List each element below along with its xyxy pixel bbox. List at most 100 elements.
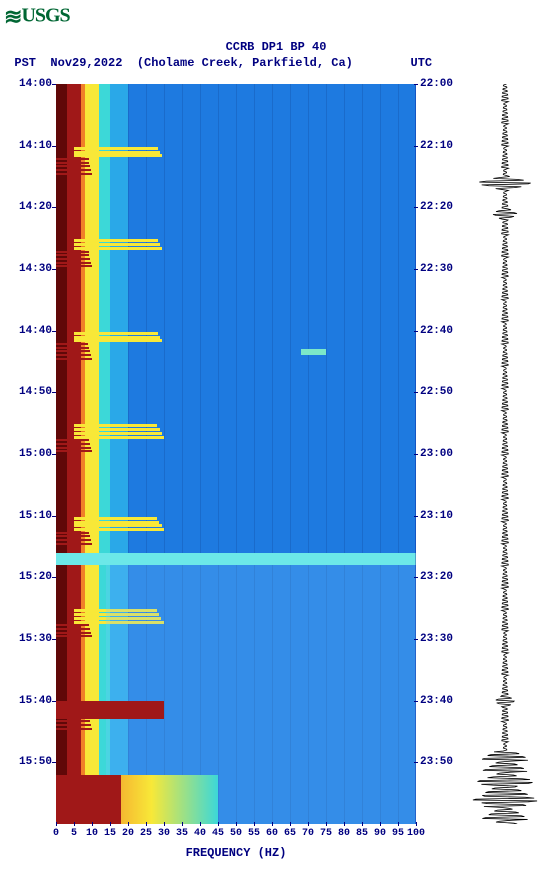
frequency-axis: 0510152025303540455055606570758085909510… [56,826,416,846]
spectral-streak [56,443,90,445]
spectral-streak [56,162,89,164]
frequency-tick: 10 [86,828,98,839]
waveform-trace [470,84,540,824]
spectral-streak [56,635,92,637]
left-time-tick: 14:20 [0,201,52,213]
left-time-tick: 15:00 [0,448,52,460]
left-time-axis: 14:0014:1014:2014:3014:4014:5015:0015:10… [0,84,52,824]
spectral-streak [74,528,164,531]
spectral-streak [74,428,160,431]
spectral-streak [56,532,89,534]
frequency-tick: 80 [338,828,350,839]
spectral-event [56,701,164,720]
spectral-streak [56,262,91,264]
spectral-streak [74,521,159,524]
spectral-streak [74,243,160,246]
spectrogram-plot [56,84,416,824]
spectral-streak [74,247,162,250]
frequency-tick: 75 [320,828,332,839]
spectral-streak [56,439,89,441]
spectral-streak [74,524,162,527]
spectral-streak [74,151,160,154]
spectral-streak [74,432,162,435]
frequency-tick: 95 [392,828,404,839]
spectral-streak [74,424,157,427]
right-time-tick: 23:30 [420,633,464,645]
spectral-streak [56,624,89,626]
spectral-streak [56,450,92,452]
spectral-streak [56,165,90,167]
right-time-tick: 23:50 [420,756,464,768]
frequency-tick: 50 [230,828,242,839]
spectral-streak [74,147,158,150]
spectral-streak [56,265,92,267]
frequency-tick: 15 [104,828,116,839]
spectral-streak [74,336,160,339]
left-time-tick: 14:10 [0,140,52,152]
frequency-tick: 55 [248,828,260,839]
spectral-streak [56,728,92,730]
frequency-tick: 40 [194,828,206,839]
right-time-tick: 22:50 [420,386,464,398]
frequency-tick: 60 [266,828,278,839]
spectral-streak [56,539,91,541]
spectral-streak [56,543,92,545]
right-time-tick: 23:20 [420,571,464,583]
spectral-streak [56,632,91,634]
spectral-streak [74,517,157,520]
left-time-tick: 15:20 [0,571,52,583]
spectral-streak [56,720,90,722]
spectral-streak [56,258,90,260]
spectral-streak [56,169,91,171]
usgs-logo: ≋USGS [4,4,70,30]
spectral-streak [56,173,92,175]
chart-subtitle: PST Nov29,2022 (Cholame Creek, Parkfield… [0,56,552,70]
left-time-tick: 14:30 [0,263,52,275]
frequency-tick: 70 [302,828,314,839]
right-time-tick: 23:00 [420,448,464,460]
spectral-streak [56,343,88,345]
spectral-streak [56,535,90,537]
spectral-streak [56,358,92,360]
spectral-streak [56,158,89,160]
frequency-axis-label: FREQUENCY (HZ) [56,846,416,860]
frequency-tick: 100 [407,828,425,839]
spectral-streak [56,354,91,356]
spectral-streak [56,447,91,449]
frequency-tick: 65 [284,828,296,839]
spectral-event [301,349,326,355]
left-time-tick: 14:50 [0,386,52,398]
right-time-tick: 22:40 [420,325,464,337]
chart-title: CCRB DP1 BP 40 [0,40,552,54]
frequency-tick: 45 [212,828,224,839]
frequency-tick: 35 [176,828,188,839]
spectral-streak [74,436,164,439]
right-time-tick: 22:30 [420,263,464,275]
left-time-tick: 15:40 [0,695,52,707]
spectral-streak [74,332,158,335]
spectral-event [56,553,416,565]
right-time-tick: 22:20 [420,201,464,213]
left-time-tick: 15:30 [0,633,52,645]
frequency-tick: 25 [140,828,152,839]
frequency-tick: 5 [71,828,77,839]
frequency-tick: 0 [53,828,59,839]
spectral-streak [56,251,89,253]
right-time-tick: 23:40 [420,695,464,707]
frequency-tick: 30 [158,828,170,839]
frequency-tick: 20 [122,828,134,839]
right-time-tick: 22:00 [420,78,464,90]
spectral-streak [56,347,89,349]
right-time-tick: 23:10 [420,510,464,522]
frequency-tick: 85 [356,828,368,839]
left-time-tick: 15:10 [0,510,52,522]
spectral-streak [56,254,89,256]
spectral-region [56,775,121,824]
left-time-tick: 14:40 [0,325,52,337]
spectral-streak [74,239,158,242]
frequency-tick: 90 [374,828,386,839]
left-time-tick: 15:50 [0,756,52,768]
spectral-streak [74,154,162,157]
spectral-streak [56,724,91,726]
spectral-streak [56,628,90,630]
